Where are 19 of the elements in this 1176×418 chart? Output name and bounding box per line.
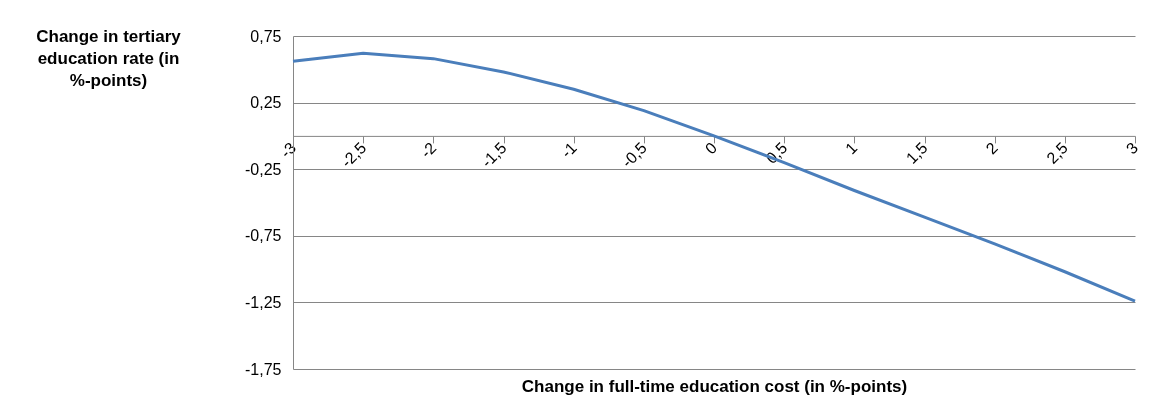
x-tick-label: -1 bbox=[557, 138, 580, 162]
y-tick-label: -0,75 bbox=[245, 227, 282, 245]
y-tick-label: -1,25 bbox=[245, 293, 282, 311]
x-tick-label: -2,5 bbox=[337, 138, 370, 171]
x-tick-label: -0,5 bbox=[618, 138, 651, 171]
x-tick-label: 1 bbox=[842, 138, 861, 158]
x-tick-label: -1,5 bbox=[478, 138, 510, 171]
y-tick-label: 0,75 bbox=[250, 27, 282, 45]
x-tick-label: 1,5 bbox=[902, 138, 931, 167]
x-tick-label: 0 bbox=[701, 138, 721, 158]
y-tick-label: -0,25 bbox=[245, 160, 282, 178]
x-tick-label: 2,5 bbox=[1043, 138, 1072, 167]
y-tick-label: 0,25 bbox=[250, 94, 282, 112]
x-axis-title: Change in full-time education cost (in %-points) bbox=[521, 376, 908, 396]
x-tick-label: 3 bbox=[1122, 138, 1142, 158]
x-tick-label: -2 bbox=[417, 138, 440, 162]
y-tick-label: -1,75 bbox=[245, 360, 282, 378]
x-tick-label: 2 bbox=[982, 138, 1001, 158]
y-axis-title: Change in tertiary education rate (in %-points) bbox=[36, 26, 182, 90]
